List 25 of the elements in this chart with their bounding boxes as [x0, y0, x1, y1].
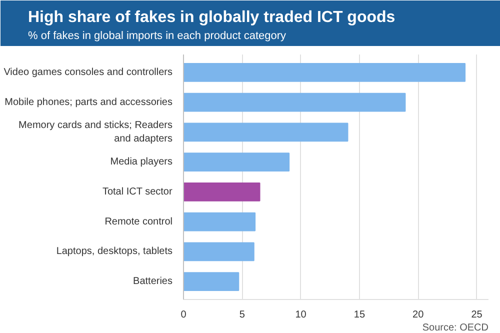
y-tick-label: Mobile phones; parts and accessories — [4, 96, 173, 108]
x-tick-label: 5 — [239, 310, 246, 320]
bar — [184, 182, 260, 202]
x-tick-label: 20 — [412, 310, 424, 320]
bar — [184, 272, 240, 292]
bar — [184, 152, 290, 172]
y-tick-label: Laptops, desktops, tablets — [56, 246, 172, 258]
bar — [184, 212, 256, 232]
bar — [184, 62, 466, 82]
bar — [184, 122, 348, 142]
bar — [184, 92, 406, 112]
y-tick-label: Total ICT sector — [102, 186, 173, 198]
x-tick-label: 25 — [471, 310, 483, 320]
y-tick-label: Remote control — [104, 216, 173, 228]
x-tick-label: 0 — [180, 310, 187, 320]
source-note: Source: OECD — [422, 322, 489, 333]
y-tick-label: Video games consoles and controllers — [4, 66, 173, 78]
x-tick-label: 15 — [354, 310, 366, 320]
y-tick-label: Media players — [110, 156, 173, 168]
chart-subtitle: % of fakes in global imports in each product category — [28, 30, 287, 42]
y-tick-label: Memory cards and sticks; Readers and adapters — [18, 120, 173, 144]
y-tick-label: Batteries — [133, 276, 173, 288]
bar — [184, 242, 254, 262]
x-tick-label: 10 — [295, 310, 307, 320]
chart-title: High share of fakes in globally traded ICT goods — [28, 8, 396, 26]
